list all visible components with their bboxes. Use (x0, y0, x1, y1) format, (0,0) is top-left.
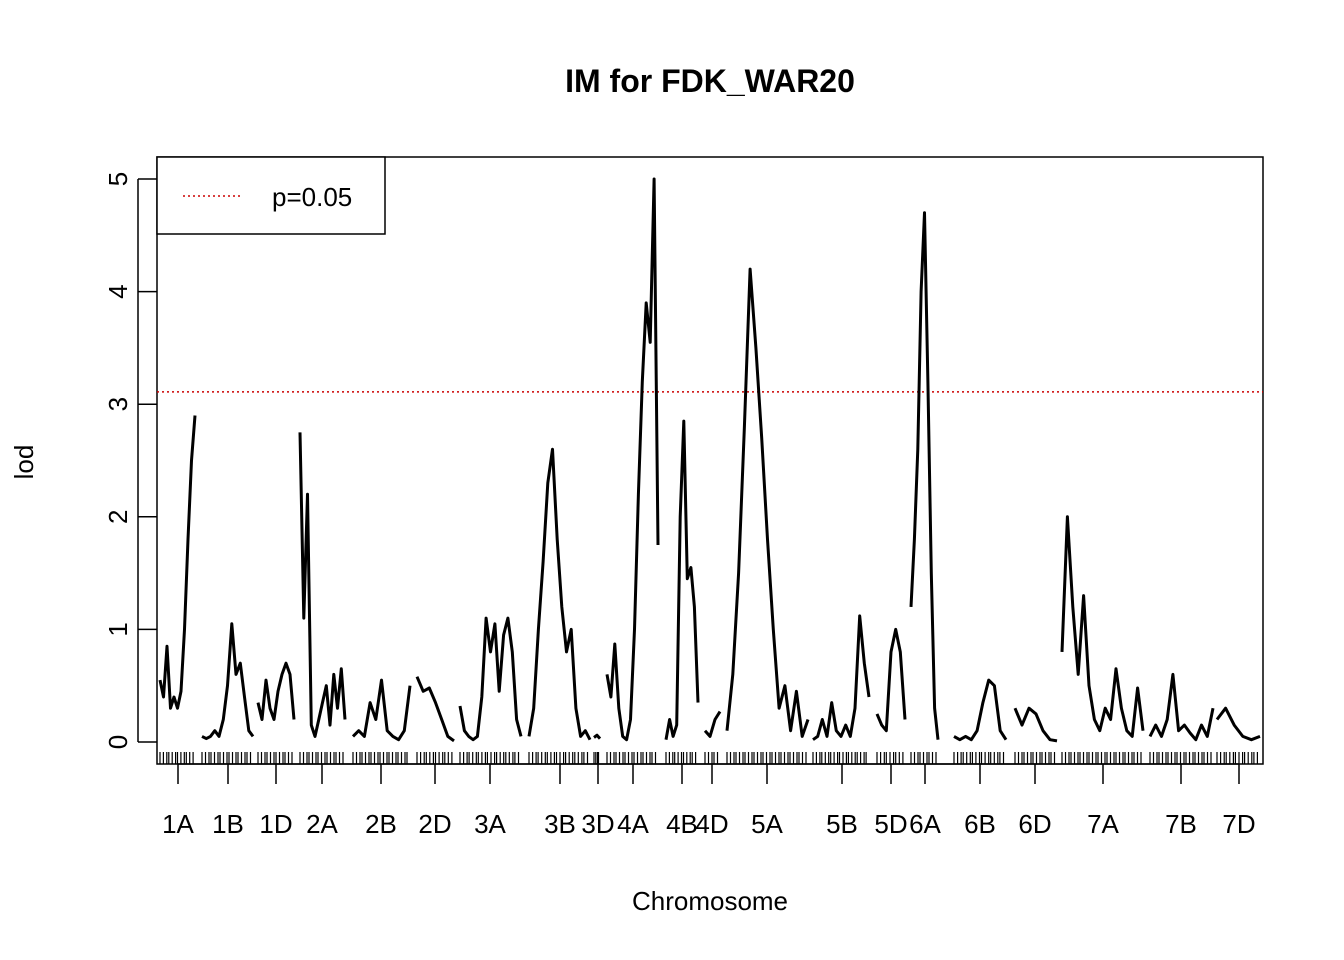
lod-curve-6B (953, 678, 1008, 742)
lod-curve-7B (1148, 672, 1215, 742)
lod-curve-2A (298, 432, 347, 738)
marker-rug (159, 752, 1259, 764)
x-tick-label-2B: 2B (365, 809, 397, 839)
legend-threshold-label: p=0.05 (272, 182, 352, 212)
y-tick-label-2: 2 (103, 510, 133, 524)
lod-curve-6D (1013, 706, 1058, 743)
y-tick-label-4: 4 (103, 284, 133, 298)
lod-curve-2B (351, 678, 412, 742)
x-tick-label-5B: 5B (826, 809, 858, 839)
x-tick-label-6B: 6B (964, 809, 996, 839)
lod-curve-5A (725, 267, 810, 738)
x-tick-label-7B: 7B (1165, 809, 1197, 839)
x-tick-label-6A: 6A (909, 809, 941, 839)
x-tick-label-5A: 5A (751, 809, 783, 839)
x-tick-label-2D: 2D (418, 809, 451, 839)
x-tick-label-7A: 7A (1087, 809, 1119, 839)
x-tick-label-1D: 1D (259, 809, 292, 839)
lod-curve-7A (1060, 515, 1145, 738)
x-tick-label-1B: 1B (212, 809, 244, 839)
lod-curve-1B (201, 622, 255, 741)
x-tick-label-7D: 7D (1222, 809, 1255, 839)
chart-title: IM for FDK_WAR20 (565, 63, 855, 99)
x-tick-label-6D: 6D (1018, 809, 1051, 839)
x-tick-label-3B: 3B (544, 809, 576, 839)
y-axis: 0 1 2 3 4 5 (103, 172, 157, 749)
y-tick-label-3: 3 (103, 397, 133, 411)
y-tick-label-5: 5 (103, 172, 133, 186)
lod-curve-3B (527, 447, 592, 741)
x-tick-label-3D: 3D (581, 809, 614, 839)
lod-curve-2D (415, 676, 455, 743)
lod-curve-5B (812, 614, 871, 741)
x-tick-label-1A: 1A (162, 809, 194, 839)
lod-curve-4B (664, 419, 700, 740)
lod-curve-5D (875, 627, 907, 733)
lod-curve-4D (703, 710, 722, 738)
x-tick-label-2A: 2A (306, 809, 338, 839)
x-tick-label-4D: 4D (695, 809, 728, 839)
x-tick-label-4A: 4A (617, 809, 649, 839)
y-axis-label: lod (9, 445, 39, 480)
legend: p=0.05 (156, 156, 386, 235)
y-tick-label-1: 1 (103, 622, 133, 636)
x-tick-label-4B: 4B (666, 809, 698, 839)
lod-curves (158, 177, 1261, 743)
lod-curve-3A (458, 616, 523, 742)
lod-curve-7D (1215, 706, 1261, 742)
x-axis-label: Chromosome (632, 886, 788, 916)
lod-curve-3D (593, 733, 602, 740)
lod-curve-1A (158, 415, 197, 710)
lod-curve-4A (605, 177, 660, 742)
plot-frame (156, 156, 1264, 765)
x-tick-label-3A: 3A (474, 809, 506, 839)
y-tick-label-0: 0 (103, 735, 133, 749)
lod-curve-1D (256, 661, 296, 721)
x-tick-label-5D: 5D (874, 809, 907, 839)
lod-curve-6A (909, 211, 940, 740)
